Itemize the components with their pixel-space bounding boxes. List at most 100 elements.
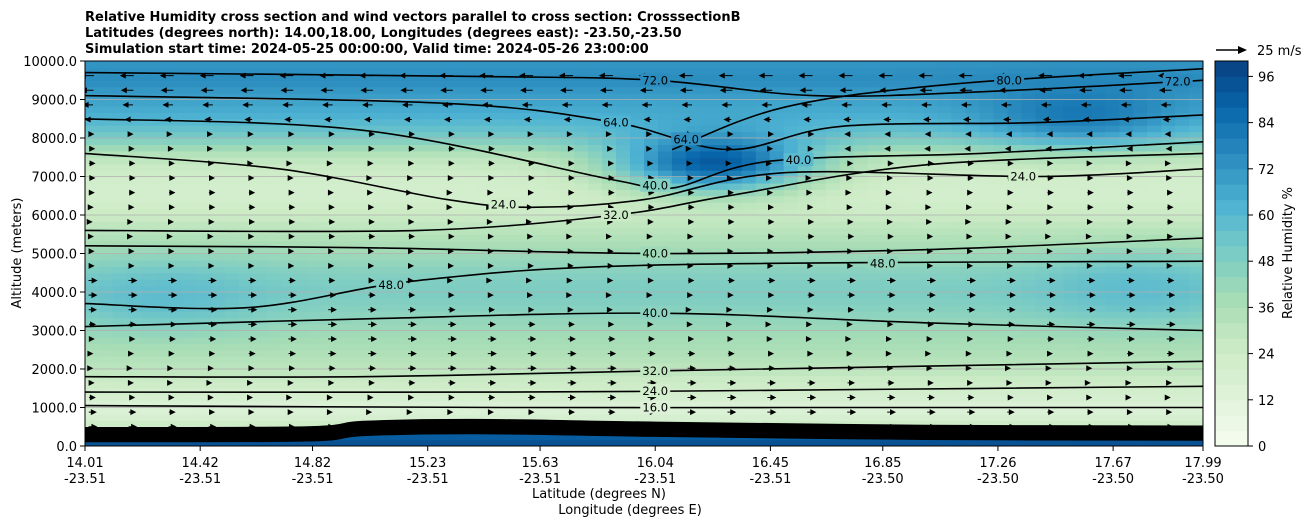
humidity-cell [1119, 163, 1134, 171]
humidity-cell [532, 272, 547, 280]
humidity-cell [350, 317, 366, 325]
humidity-cell [671, 259, 687, 267]
humidity-cell [895, 279, 911, 287]
humidity-cell [1091, 118, 1106, 126]
humidity-cell [867, 208, 883, 216]
humidity-cell [825, 144, 841, 152]
humidity-cell [574, 292, 589, 300]
humidity-cell [182, 221, 198, 229]
humidity-cell [1175, 208, 1190, 216]
humidity-cell [616, 330, 631, 338]
humidity-cell [1189, 73, 1203, 81]
humidity-cell [657, 298, 673, 306]
humidity-cell [1147, 247, 1162, 255]
humidity-cell [979, 279, 994, 287]
humidity-cell [490, 131, 505, 139]
wind-vector [208, 423, 217, 430]
humidity-cell [769, 292, 785, 300]
humidity-cell [1147, 73, 1162, 81]
humidity-cell [1175, 356, 1190, 364]
humidity-cell [979, 336, 994, 344]
humidity-cell [294, 182, 310, 190]
humidity-cell [518, 259, 533, 267]
humidity-cell [951, 343, 967, 351]
humidity-cell [308, 125, 324, 133]
humidity-cell [504, 150, 519, 158]
humidity-cell [965, 311, 980, 319]
humidity-cell [1133, 317, 1148, 325]
humidity-cell [294, 369, 310, 377]
humidity-cell [965, 388, 980, 396]
humidity-cell [112, 369, 128, 377]
humidity-cell [420, 93, 435, 101]
humidity-cell [168, 381, 184, 389]
humidity-cell [420, 138, 435, 146]
humidity-cell [853, 150, 869, 158]
humidity-cell [671, 381, 687, 389]
humidity-cell [336, 118, 352, 126]
humidity-cell [644, 330, 659, 338]
humidity-cell [238, 138, 254, 146]
humidity-cell [308, 394, 324, 402]
humidity-cell [1077, 163, 1092, 171]
humidity-cell [685, 330, 701, 338]
humidity-cell [1035, 240, 1050, 248]
humidity-cell [1189, 61, 1203, 69]
humidity-cell [783, 144, 799, 152]
humidity-cell [168, 86, 184, 94]
humidity-cell [182, 138, 198, 146]
humidity-cell [685, 125, 701, 133]
humidity-cell [182, 311, 198, 319]
humidity-cell [867, 349, 883, 357]
humidity-cell [560, 317, 575, 325]
humidity-cell [294, 105, 310, 113]
humidity-cell [98, 227, 114, 235]
humidity-cell [979, 61, 994, 69]
humidity-cell [448, 317, 463, 325]
humidity-cell [168, 118, 184, 126]
humidity-cell [797, 215, 813, 223]
humidity-cell [308, 330, 324, 338]
humidity-cell [1049, 343, 1064, 351]
humidity-cell [266, 285, 282, 293]
humidity-cell [755, 401, 771, 409]
humidity-cell [937, 413, 953, 421]
humidity-cell [574, 67, 589, 75]
humidity-cell [1021, 93, 1036, 101]
humidity-cell [168, 131, 184, 139]
humidity-cell [1049, 279, 1064, 287]
humidity-cell [448, 208, 463, 216]
humidity-cell [993, 420, 1008, 428]
humidity-cell [713, 298, 729, 306]
humidity-cell [685, 118, 701, 126]
humidity-cell [462, 163, 477, 171]
humidity-cell [1161, 170, 1176, 178]
humidity-cell [112, 253, 128, 261]
humidity-cell [1063, 369, 1078, 377]
humidity-cell [825, 369, 841, 377]
humidity-cell [434, 93, 449, 101]
humidity-cell [574, 279, 589, 287]
humidity-cell [196, 105, 212, 113]
humidity-cell [755, 272, 771, 280]
humidity-cell [238, 336, 254, 344]
humidity-cell [1063, 105, 1078, 113]
humidity-cell [685, 157, 701, 165]
humidity-cell [546, 138, 561, 146]
wind-vector [1006, 423, 1016, 430]
humidity-cell [126, 317, 142, 325]
humidity-cell [336, 202, 352, 210]
humidity-cell [867, 279, 883, 287]
humidity-cell [755, 330, 771, 338]
humidity-cell [1077, 394, 1092, 402]
humidity-cell [685, 272, 701, 280]
humidity-cell [1161, 420, 1176, 428]
humidity-cell [392, 240, 408, 248]
humidity-cell [462, 336, 477, 344]
humidity-cell [1021, 292, 1036, 300]
humidity-cell [420, 375, 435, 383]
humidity-cell [783, 336, 799, 344]
humidity-cell [210, 150, 226, 158]
humidity-cell [923, 105, 939, 113]
humidity-cell [406, 182, 421, 190]
